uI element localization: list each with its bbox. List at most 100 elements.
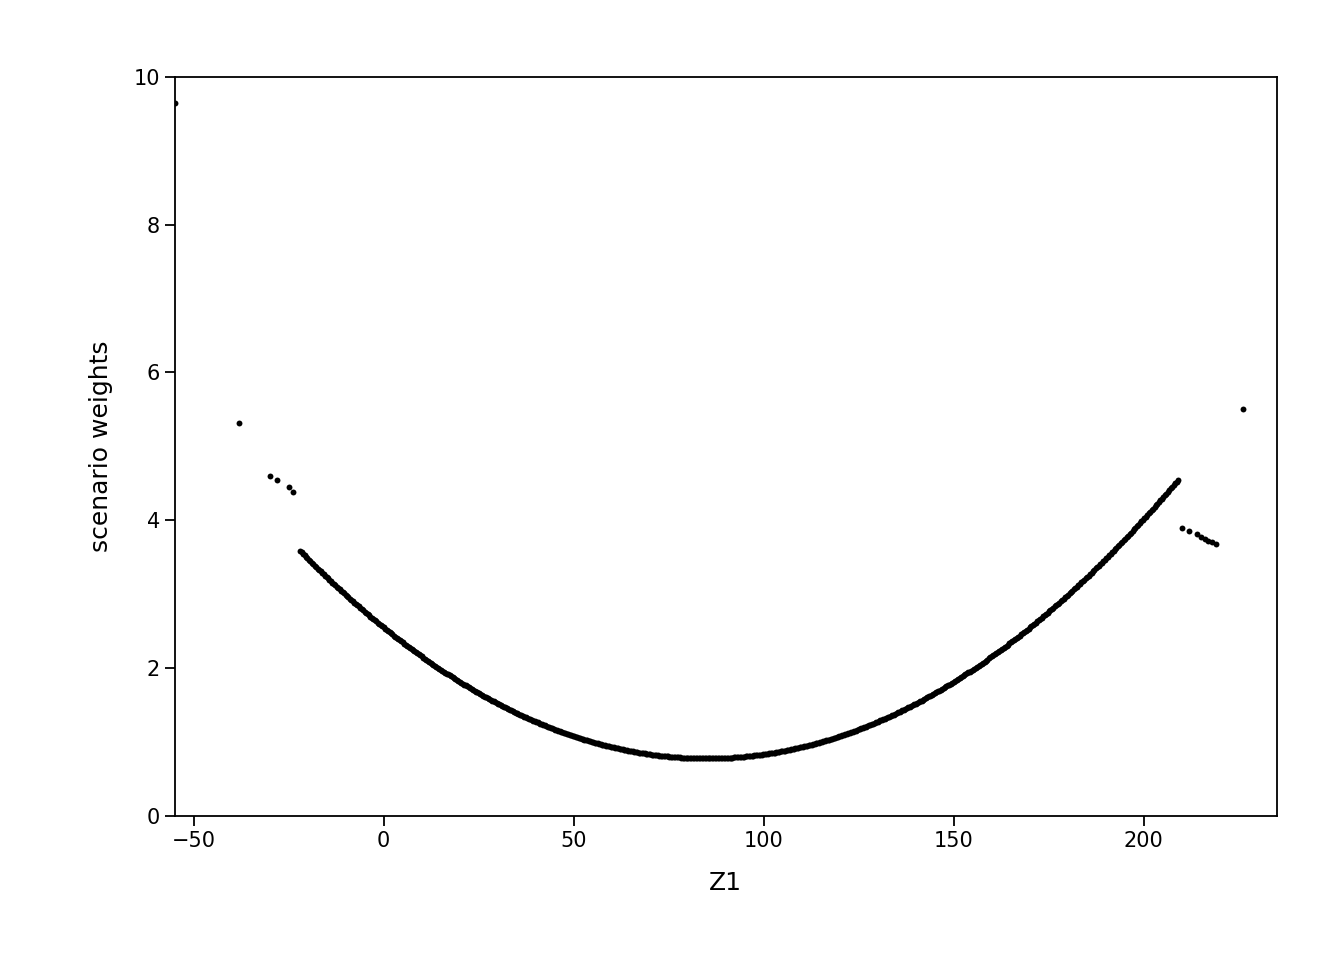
Point bbox=[946, 672, 968, 687]
Point bbox=[1059, 586, 1081, 601]
Point bbox=[1113, 533, 1134, 548]
Y-axis label: scenario weights: scenario weights bbox=[89, 341, 113, 552]
Point bbox=[367, 615, 388, 631]
Point bbox=[1098, 547, 1120, 563]
Point bbox=[282, 485, 304, 500]
Point bbox=[642, 747, 664, 762]
Point bbox=[954, 666, 976, 682]
Point bbox=[421, 656, 442, 671]
Point bbox=[837, 726, 859, 741]
Point bbox=[683, 751, 704, 766]
Point bbox=[878, 709, 899, 725]
Point bbox=[527, 715, 548, 731]
Point bbox=[702, 751, 723, 766]
Point bbox=[638, 747, 660, 762]
Point bbox=[551, 725, 573, 740]
Point bbox=[645, 748, 667, 763]
Point bbox=[310, 564, 332, 579]
Point bbox=[937, 678, 958, 693]
Point bbox=[848, 722, 870, 737]
Point bbox=[731, 749, 753, 764]
Point bbox=[836, 726, 857, 741]
Point bbox=[1066, 579, 1087, 594]
Point bbox=[517, 711, 539, 727]
Point bbox=[1206, 537, 1227, 552]
Point bbox=[732, 749, 754, 764]
Point bbox=[491, 698, 512, 713]
Point bbox=[446, 672, 468, 687]
Point bbox=[437, 667, 458, 683]
Point bbox=[430, 662, 452, 678]
Point bbox=[851, 721, 872, 736]
Point bbox=[905, 696, 926, 711]
Point bbox=[806, 735, 828, 751]
Point bbox=[523, 713, 544, 729]
Point bbox=[706, 751, 727, 766]
Point bbox=[1089, 558, 1110, 573]
Point bbox=[427, 660, 449, 676]
Point bbox=[958, 665, 980, 681]
Point bbox=[880, 708, 902, 724]
Point bbox=[344, 595, 366, 611]
Point bbox=[1042, 601, 1063, 616]
Point bbox=[492, 698, 513, 713]
Point bbox=[1145, 497, 1167, 513]
Point bbox=[1046, 597, 1067, 612]
Point bbox=[907, 694, 929, 709]
Point bbox=[745, 748, 766, 763]
Point bbox=[1063, 582, 1085, 597]
Point bbox=[884, 707, 906, 722]
Point bbox=[1148, 494, 1169, 510]
Point bbox=[993, 640, 1015, 656]
Point bbox=[871, 712, 892, 728]
Point bbox=[401, 641, 422, 657]
Point bbox=[458, 680, 480, 695]
Point bbox=[441, 669, 462, 684]
Point bbox=[774, 743, 796, 758]
Point bbox=[493, 699, 515, 714]
Point bbox=[1016, 622, 1038, 637]
Point bbox=[403, 643, 425, 659]
Point bbox=[597, 738, 618, 754]
Point bbox=[793, 739, 814, 755]
Point bbox=[1009, 628, 1031, 643]
Point bbox=[1032, 609, 1054, 624]
Point bbox=[663, 750, 684, 765]
Point bbox=[790, 739, 812, 755]
Point bbox=[1122, 523, 1144, 539]
Point bbox=[672, 750, 694, 765]
Point bbox=[630, 745, 652, 760]
Point bbox=[614, 742, 636, 757]
Point bbox=[965, 660, 986, 675]
Point bbox=[516, 710, 538, 726]
Point bbox=[566, 730, 587, 745]
Point bbox=[616, 743, 637, 758]
Point bbox=[961, 662, 982, 678]
Point bbox=[773, 743, 794, 758]
Point bbox=[711, 751, 732, 766]
Point bbox=[407, 646, 429, 661]
Point bbox=[926, 684, 948, 700]
Point bbox=[444, 670, 465, 685]
Point bbox=[1094, 552, 1116, 567]
Point bbox=[981, 649, 1003, 664]
Point bbox=[1167, 472, 1188, 488]
Point bbox=[343, 593, 364, 609]
Point bbox=[655, 749, 676, 764]
Point bbox=[625, 744, 646, 759]
Point bbox=[691, 751, 712, 766]
Point bbox=[866, 714, 887, 730]
Point bbox=[595, 738, 617, 754]
Point bbox=[308, 563, 329, 578]
Point bbox=[831, 728, 852, 743]
Point bbox=[821, 731, 843, 746]
Point bbox=[314, 568, 336, 584]
Point bbox=[462, 683, 484, 698]
Point bbox=[298, 552, 320, 567]
Point bbox=[297, 551, 319, 566]
Point bbox=[540, 720, 562, 735]
Point bbox=[852, 720, 874, 735]
Point bbox=[388, 633, 410, 648]
Point bbox=[765, 745, 786, 760]
Point bbox=[667, 750, 688, 765]
